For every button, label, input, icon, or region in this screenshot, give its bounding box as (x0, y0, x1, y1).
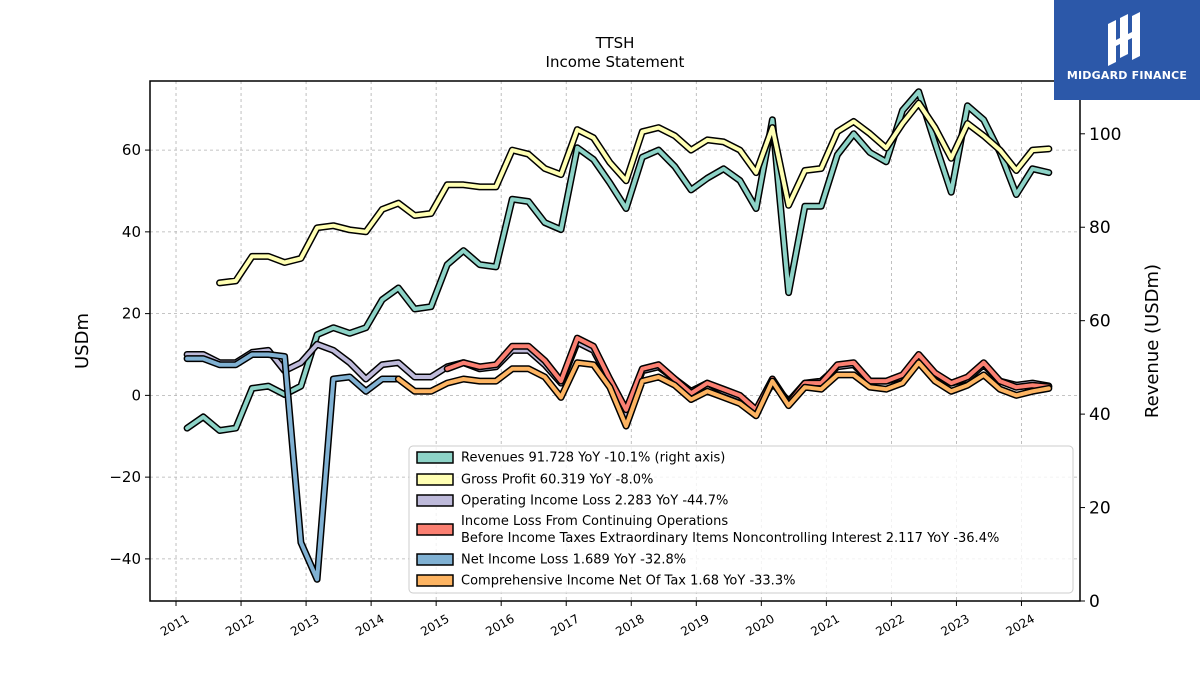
x-tick-label: 2017 (548, 611, 581, 638)
legend-swatch (416, 574, 454, 587)
y-axis-label-left: USDm (72, 313, 93, 369)
series-4 (183, 351, 402, 583)
y-tick-label-right: 80 (1089, 218, 1111, 238)
midgard-logo-icon (1108, 12, 1140, 66)
legend-frame (408, 445, 1074, 594)
brand-logo: MIDGARD FINANCE (1054, 0, 1200, 100)
series-5 (394, 359, 1053, 430)
legend: Revenues 91.728 YoY -10.1% (right axis) G… (408, 445, 1074, 594)
y-tick-label-right: 40 (1089, 405, 1111, 425)
y-tick-label-right: 0 (1089, 592, 1100, 612)
chart-subtitle: Income Statement (546, 53, 685, 71)
y-tick-label-right: 20 (1089, 499, 1111, 519)
y-tick-label-left: 0 (131, 386, 141, 404)
y-tick-label-left: 60 (122, 141, 141, 159)
legend-label: Before Income Taxes Extraordinary Items … (461, 531, 999, 546)
series-3 (443, 334, 1053, 414)
legend-label: Net Income Loss 1.689 YoY -32.8% (461, 553, 686, 568)
series-line (217, 101, 1051, 285)
x-tick-label: 2024 (1004, 611, 1037, 638)
x-axis-ticks: 2011 2012 2013 2014 2015 2016 2017 2018 2019 2020… (158, 601, 1037, 639)
y-axis-label-right: Revenue (USDm) (1142, 264, 1163, 418)
y-tick-label-left: −20 (109, 468, 141, 486)
legend-label: Gross Profit 60.319 YoY -8.0% (461, 473, 653, 488)
chart-title: TTSH (595, 34, 635, 52)
x-tick-label: 2015 (418, 611, 451, 638)
y-tick-label-left: −40 (109, 550, 141, 568)
legend-swatch (416, 523, 454, 536)
series-1 (216, 99, 1053, 287)
x-tick-label: 2011 (158, 611, 191, 638)
y-tick-label-right: 100 (1089, 125, 1121, 145)
x-tick-label: 2014 (353, 611, 386, 638)
series-line (185, 89, 1051, 433)
x-tick-label: 2023 (938, 611, 971, 638)
x-tick-label: 2020 (743, 611, 776, 638)
legend-swatch (416, 473, 454, 486)
brand-name: MIDGARD FINANCE (1066, 69, 1188, 82)
legend-label: Comprehensive Income Net Of Tax 1.68 YoY… (461, 574, 795, 589)
x-tick-label: 2013 (288, 611, 321, 638)
legend-swatch (416, 451, 454, 464)
right-axis-ticks: 0 20 40 60 80 100 (1080, 125, 1121, 612)
y-tick-label-left: 20 (122, 305, 141, 323)
series-0 (183, 88, 1053, 434)
x-tick-label: 2016 (483, 611, 516, 638)
series-lines (183, 88, 1053, 583)
legend-label: Revenues 91.728 YoY -10.1% (right axis) (461, 451, 725, 466)
y-tick-label-right: 60 (1089, 312, 1111, 332)
series-line (445, 336, 1051, 412)
x-tick-label: 2022 (873, 611, 906, 638)
x-tick-label: 2012 (223, 611, 256, 638)
legend-label: Operating Income Loss 2.283 YoY -44.7% (461, 494, 728, 509)
series-line-outline (394, 359, 1053, 430)
y-tick-label-left: 40 (122, 223, 141, 241)
legend-swatch (416, 494, 454, 507)
series-line (396, 360, 1051, 428)
legend-label: Income Loss From Continuing Operations (461, 514, 728, 529)
legend-swatch (416, 553, 454, 566)
plot-frame (149, 80, 1081, 602)
left-axis-ticks: −40 −20 0 20 40 60 (109, 141, 150, 568)
x-tick-label: 2021 (808, 611, 841, 638)
x-tick-label: 2018 (613, 611, 646, 638)
series-line-outline (183, 88, 1053, 434)
series-line (185, 352, 401, 582)
x-tick-label: 2019 (678, 611, 711, 638)
